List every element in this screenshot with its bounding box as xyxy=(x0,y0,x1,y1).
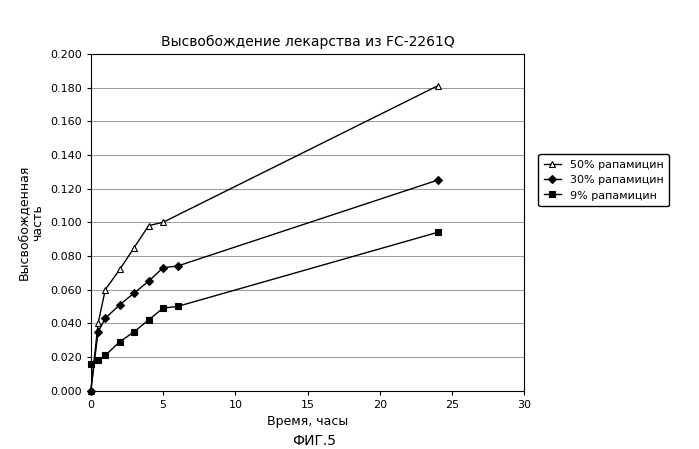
Line: 30% рапамицин: 30% рапамицин xyxy=(88,177,440,393)
30% рапамицин xyxy=(159,265,167,270)
X-axis label: Время, часы: Время, часы xyxy=(267,415,348,428)
9% рапамицин xyxy=(130,329,138,335)
9% рапамицин xyxy=(173,304,182,309)
Legend: 50% рапамицин, 30% рапамицин, 9% рапамицин: 50% рапамицин, 30% рапамицин, 9% рапамиц… xyxy=(538,154,669,206)
30% рапамицин xyxy=(433,177,442,183)
50% рапамицин xyxy=(159,220,167,225)
9% рапамицин xyxy=(87,361,95,366)
Title: Высвобождение лекарства из FC-2261Q: Высвобождение лекарства из FC-2261Q xyxy=(161,35,454,48)
Line: 9% рапамицин: 9% рапамицин xyxy=(87,229,441,367)
50% рапамицин xyxy=(145,223,153,228)
30% рапамицин xyxy=(145,278,153,284)
9% рапамицин xyxy=(145,317,153,322)
Y-axis label: Высвобожденная
часть: Высвобожденная часть xyxy=(17,165,45,280)
50% рапамицин xyxy=(433,83,442,88)
9% рапамицин xyxy=(115,339,124,344)
9% рапамицин xyxy=(159,305,167,311)
Line: 50% рапамицин: 50% рапамицин xyxy=(87,83,441,394)
50% рапамицин xyxy=(130,245,138,250)
9% рапамицин xyxy=(433,230,442,235)
50% рапамицин xyxy=(115,267,124,272)
30% рапамицин xyxy=(173,263,182,269)
30% рапамицин xyxy=(94,329,102,335)
9% рапамицин xyxy=(94,357,102,363)
30% рапамицин xyxy=(87,388,95,393)
30% рапамицин xyxy=(101,316,110,321)
30% рапамицин xyxy=(130,291,138,296)
50% рапамицин xyxy=(87,388,95,393)
Text: ФИГ.5: ФИГ.5 xyxy=(293,434,336,448)
50% рапамицин xyxy=(101,287,110,292)
30% рапамицин xyxy=(115,302,124,308)
50% рапамицин xyxy=(94,321,102,326)
9% рапамицин xyxy=(101,352,110,358)
